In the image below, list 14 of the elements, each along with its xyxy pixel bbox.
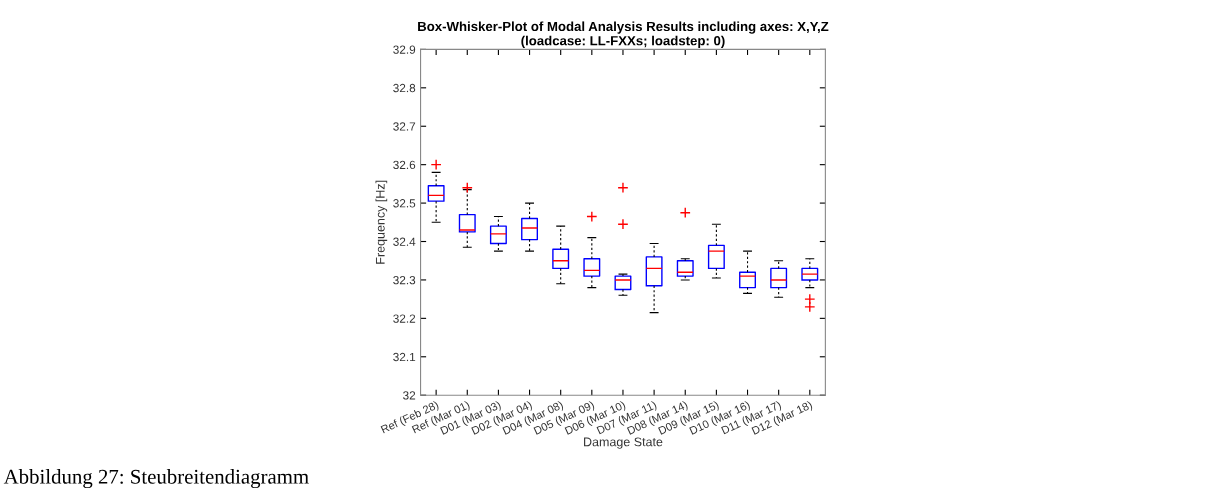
y-tick-label: 32.7 <box>393 122 416 131</box>
text: Abbildung 27: Steubreitendiagramm <box>3 469 309 489</box>
y-tick-label: 32 <box>403 391 416 400</box>
x-axis-title: Damage State <box>584 437 663 449</box>
y-tick-label: 32.6 <box>393 160 416 170</box>
y-tick-label: 32.2 <box>393 314 416 323</box>
y-tick-label: 32.3 <box>393 275 416 285</box>
y-tick-label: 32.9 <box>393 45 416 54</box>
y-axis-title: Frequency [Hz] <box>375 180 388 264</box>
y-tick-label: 32.4 <box>393 237 416 246</box>
chart-title: Box-Whisker-Plot of Modal Analysis Results including axes: X,Y,Z (loadcase: LL-FXXs; loadstep: 0) <box>418 21 829 48</box>
y-tick-label: 32.5 <box>393 199 416 208</box>
y-tick-label: 32.1 <box>393 352 416 362</box>
y-tick-label: 32.8 <box>393 83 416 93</box>
